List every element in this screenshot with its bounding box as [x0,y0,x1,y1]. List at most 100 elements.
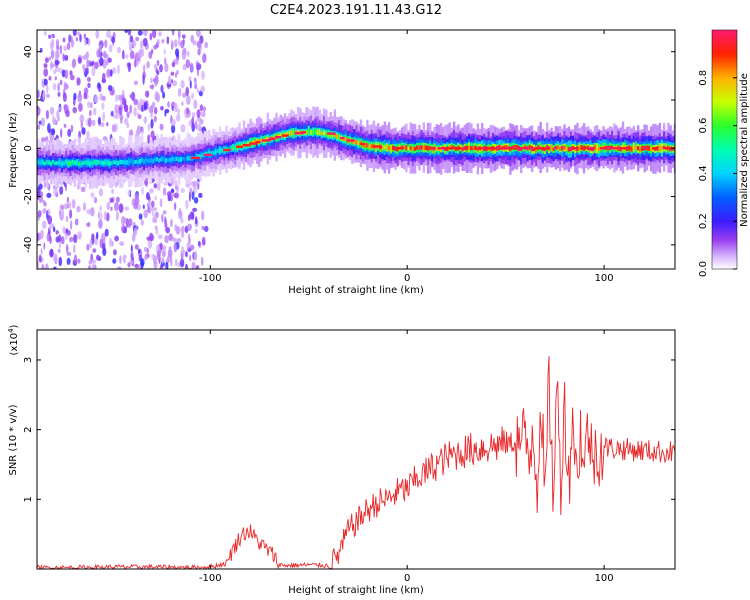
ridge-cell [173,156,176,162]
ridge-cell [656,146,659,151]
noise-speckle [171,30,175,36]
noise-speckle [151,101,156,109]
noise-speckle [99,122,105,128]
ridge-cell [413,146,417,151]
noise-speckle [138,213,143,220]
ridge-cell [128,159,131,165]
ridge-core [431,147,436,150]
noise-speckle [86,243,90,251]
noise-speckle [52,82,57,91]
ridge-core [424,147,434,150]
noise-speckle [134,244,139,250]
ridge-cell [383,145,386,150]
noise-speckle [92,107,97,116]
ridge-cell [106,160,109,165]
noise-speckle [98,219,103,229]
noise-speckle [192,180,197,187]
noise-speckle [84,38,87,46]
noise-speckle [50,38,55,49]
ridge-core [580,147,586,150]
noise-speckle [58,106,62,112]
noise-speckle [191,116,195,126]
noise-speckle [93,196,98,204]
ridge-cell [229,146,233,151]
noise-speckle [43,31,47,36]
ridge-cell [208,150,211,156]
noise-speckle [50,248,54,257]
colorbar-tick-label: 0.2 [698,213,709,229]
noise-speckle [157,234,163,240]
noise-speckle [118,203,124,214]
noise-speckle [200,256,204,266]
ridge-cell [197,154,200,158]
noise-speckle [43,78,48,86]
noise-speckle [182,92,187,98]
ridge-cell [357,140,360,146]
noise-speckle [138,264,142,269]
ridge-cell [416,145,419,150]
ridge-cell [125,160,129,165]
noise-speckle [171,237,176,242]
ridge-cell [47,160,51,165]
noise-speckle [46,84,49,94]
noise-speckle [67,128,72,138]
ridge-core [587,147,595,150]
ridge-cell [572,145,575,150]
noise-speckle [124,30,129,34]
noise-speckle [117,266,122,269]
ridge-core [379,146,383,149]
ridge-core [255,140,261,144]
noise-speckle [142,204,145,210]
noise-speckle [66,42,71,50]
ridge-cell [115,160,118,165]
noise-speckle [45,263,49,269]
ridge-cell [314,128,317,135]
noise-speckle [112,114,118,119]
noise-speckle [48,56,51,61]
ridge-cell [199,154,202,159]
ridge-cell [130,158,133,163]
noise-speckle [178,208,182,214]
snr-ytick-label: 3 [23,357,34,363]
ridge-cell [136,160,139,164]
noise-speckle [98,83,102,93]
ridge-cell [91,160,94,166]
noise-speckle [96,48,101,58]
noise-speckle [143,209,148,219]
ridge-cell [201,152,204,158]
noise-speckle [159,198,163,208]
noise-speckle [142,37,148,47]
noise-speckle [135,36,140,42]
ridge-cell [167,158,170,163]
ridge-cell [533,147,536,152]
ridge-cell [520,147,523,151]
noise-speckle [177,30,181,39]
noise-speckle [182,64,187,71]
noise-speckle [106,30,111,38]
noise-speckle [53,253,58,264]
noise-speckle [47,208,51,216]
noise-speckle [115,196,120,203]
ridge-cell [370,143,373,149]
noise-speckle [129,44,133,52]
noise-speckle [119,255,122,264]
ridge-cell [585,145,588,150]
noise-speckle [119,241,125,247]
noise-speckle [88,117,92,128]
ridge-cell [266,136,269,141]
ridge-cell [110,161,113,166]
ridge-cell [58,160,62,165]
noise-speckle [81,127,86,135]
ridge-cell [218,148,222,153]
noise-speckle [160,105,164,111]
noise-speckle [149,84,155,90]
ridge-cell [147,159,150,163]
ridge-core [242,144,251,147]
noise-speckle [60,128,63,138]
noise-speckle [201,210,205,221]
noise-speckle [190,62,194,72]
noise-speckle [189,254,192,262]
noise-speckle [114,104,119,114]
noise-speckle [100,211,103,221]
ridge-core [340,136,345,140]
